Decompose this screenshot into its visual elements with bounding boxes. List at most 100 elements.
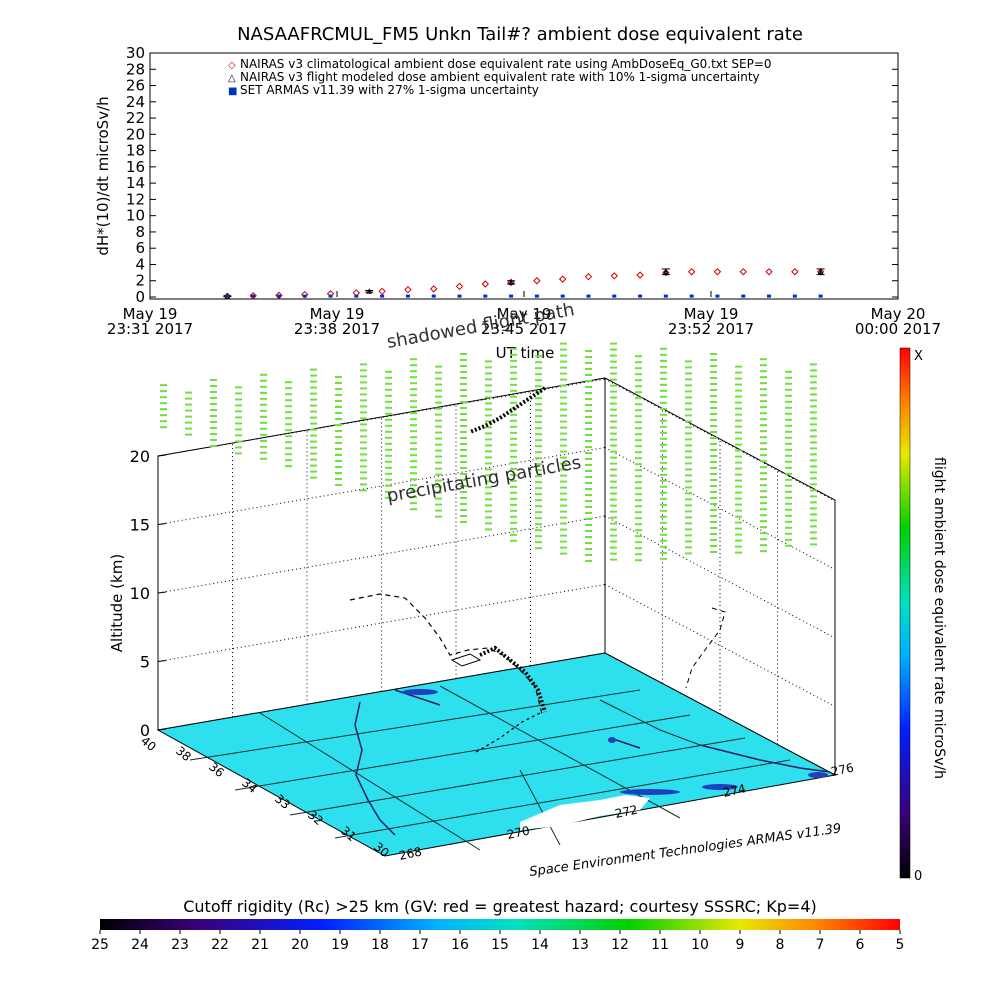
precip-mark <box>760 364 767 367</box>
dose-colorbar: X 0 flight ambient dose equivalent rate … <box>899 347 947 884</box>
armas-point <box>302 294 307 298</box>
y-tick-label: 10 <box>126 207 145 225</box>
precip-mark <box>485 390 492 393</box>
precip-mark <box>685 540 692 543</box>
precip-mark <box>685 534 692 537</box>
precip-mark <box>485 414 492 417</box>
precip-mark <box>310 464 317 467</box>
precip-mark <box>535 529 542 532</box>
precip-mark <box>485 522 492 525</box>
precip-mark <box>785 454 792 457</box>
precip-mark <box>435 383 442 386</box>
precip-mark <box>535 391 542 394</box>
precip-mark <box>510 503 517 506</box>
altitude-tick <box>157 523 167 525</box>
precip-mark <box>810 441 817 444</box>
precip-mark <box>735 467 742 470</box>
precip-mark <box>160 408 167 411</box>
armas-point <box>715 294 720 298</box>
precip-mark <box>585 560 592 562</box>
precip-mark <box>810 471 817 474</box>
rigidity-tick-label: 14 <box>531 937 549 953</box>
precip-mark <box>685 444 692 447</box>
precip-mark <box>710 533 717 535</box>
precip-mark <box>435 473 442 476</box>
precip-mark <box>660 467 667 470</box>
precip-mark <box>485 450 492 453</box>
precip-mark <box>635 559 642 562</box>
precip-mark <box>685 450 692 453</box>
precip-mark <box>210 427 217 429</box>
precip-mark <box>185 397 192 400</box>
rigidity-tick-label: 18 <box>371 937 389 953</box>
altitude-gridline <box>604 378 836 502</box>
precip-mark <box>635 517 642 520</box>
precip-mark <box>560 468 567 471</box>
precip-mark <box>635 421 642 424</box>
precip-mark <box>535 367 542 370</box>
precip-mark <box>335 388 342 390</box>
precip-mark <box>435 395 442 398</box>
precip-mark <box>535 463 542 466</box>
precip-mark <box>735 479 742 482</box>
precip-mark <box>185 427 192 430</box>
precip-mark <box>760 532 767 535</box>
precip-mark <box>810 543 817 546</box>
rigidity-tick-label: 23 <box>171 937 189 953</box>
precip-mark <box>810 453 817 456</box>
precip-mark <box>235 416 242 419</box>
precip-mark <box>235 428 242 431</box>
precip-mark <box>660 347 667 350</box>
dose-colorbar-gradient <box>899 347 911 879</box>
precip-mark <box>585 434 592 436</box>
precip-mark <box>685 522 692 525</box>
precip-mark <box>385 382 392 385</box>
precip-mark <box>810 393 817 396</box>
nairas-climatological-point <box>636 271 644 279</box>
precip-mark <box>435 365 442 368</box>
precip-mark <box>660 509 667 512</box>
precip-mark <box>385 400 392 403</box>
precip-mark <box>560 432 567 435</box>
precip-mark <box>710 389 717 391</box>
precip-mark <box>210 409 217 411</box>
precip-mark <box>460 371 467 373</box>
precip-mark <box>285 441 292 444</box>
precip-mark <box>685 510 692 513</box>
y-tick-label: 22 <box>126 109 145 127</box>
precip-mark <box>585 488 592 490</box>
precip-mark <box>785 406 792 409</box>
precip-mark <box>785 460 792 463</box>
precip-mark <box>585 452 592 454</box>
precip-mark <box>760 526 767 529</box>
precip-mark <box>335 484 342 486</box>
precip-mark <box>610 516 617 519</box>
precip-mark <box>535 409 542 412</box>
precip-mark <box>385 406 392 409</box>
precip-mark <box>210 439 217 441</box>
armas-point <box>405 294 410 298</box>
precip-mark <box>810 465 817 468</box>
precip-mark <box>810 399 817 402</box>
precip-mark <box>735 485 742 488</box>
precip-mark <box>710 479 717 481</box>
right-wall-trace <box>685 607 726 689</box>
precip-mark <box>385 388 392 391</box>
precip-mark <box>310 374 317 377</box>
precip-mark <box>660 407 667 410</box>
precip-mark <box>760 406 767 409</box>
precip-mark <box>585 518 592 520</box>
precip-mark <box>335 442 342 444</box>
precip-mark <box>160 390 167 393</box>
precip-mark <box>535 433 542 436</box>
precip-mark <box>710 419 717 421</box>
y-tick-label: 30 <box>126 44 145 62</box>
precip-mark <box>435 455 442 458</box>
precip-mark <box>560 342 567 345</box>
precip-mark <box>435 479 442 482</box>
precip-mark <box>735 509 742 512</box>
precip-mark <box>435 503 442 506</box>
precip-mark <box>660 503 667 506</box>
precip-mark <box>735 539 742 542</box>
